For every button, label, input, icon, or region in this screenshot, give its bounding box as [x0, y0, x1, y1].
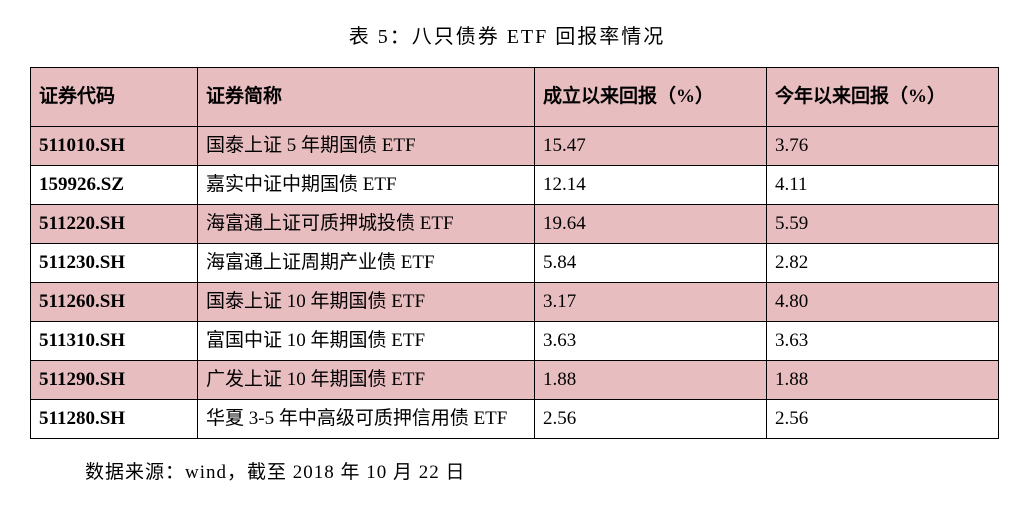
cell-since-inception: 5.84 — [535, 244, 767, 283]
cell-since-inception: 12.14 — [535, 166, 767, 205]
table-row: 511280.SH华夏 3-5 年中高级可质押信用债 ETF2.562.56 — [31, 400, 999, 439]
cell-name: 海富通上证可质押城投债 ETF — [198, 205, 535, 244]
cell-ytd: 2.56 — [767, 400, 999, 439]
table-row: 511010.SH国泰上证 5 年期国债 ETF15.473.76 — [31, 127, 999, 166]
table-row: 511290.SH广发上证 10 年期国债 ETF1.881.88 — [31, 361, 999, 400]
cell-name: 海富通上证周期产业债 ETF — [198, 244, 535, 283]
cell-name: 国泰上证 10 年期国债 ETF — [198, 283, 535, 322]
cell-name: 嘉实中证中期国债 ETF — [198, 166, 535, 205]
table-row: 511260.SH国泰上证 10 年期国债 ETF3.174.80 — [31, 283, 999, 322]
cell-ytd: 1.88 — [767, 361, 999, 400]
cell-since-inception: 3.63 — [535, 322, 767, 361]
table-row: 159926.SZ嘉实中证中期国债 ETF12.144.11 — [31, 166, 999, 205]
table-caption: 表 5：八只债券 ETF 回报率情况 — [30, 20, 984, 49]
cell-ytd: 4.80 — [767, 283, 999, 322]
cell-name: 广发上证 10 年期国债 ETF — [198, 361, 535, 400]
col-header-code: 证券代码 — [31, 68, 198, 127]
cell-name: 国泰上证 5 年期国债 ETF — [198, 127, 535, 166]
cell-name: 富国中证 10 年期国债 ETF — [198, 322, 535, 361]
cell-code: 511220.SH — [31, 205, 198, 244]
col-header-ytd: 今年以来回报（%） — [767, 68, 999, 127]
cell-ytd: 3.76 — [767, 127, 999, 166]
cell-code: 511010.SH — [31, 127, 198, 166]
cell-since-inception: 3.17 — [535, 283, 767, 322]
cell-code: 511290.SH — [31, 361, 198, 400]
table-row: 511230.SH海富通上证周期产业债 ETF5.842.82 — [31, 244, 999, 283]
cell-name: 华夏 3-5 年中高级可质押信用债 ETF — [198, 400, 535, 439]
etf-return-table: 证券代码 证券简称 成立以来回报（%） 今年以来回报（%） 511010.SH国… — [30, 67, 999, 439]
table-row: 511310.SH富国中证 10 年期国债 ETF3.633.63 — [31, 322, 999, 361]
cell-since-inception: 2.56 — [535, 400, 767, 439]
table-header-row: 证券代码 证券简称 成立以来回报（%） 今年以来回报（%） — [31, 68, 999, 127]
cell-since-inception: 1.88 — [535, 361, 767, 400]
cell-code: 511260.SH — [31, 283, 198, 322]
cell-code: 511280.SH — [31, 400, 198, 439]
cell-ytd: 2.82 — [767, 244, 999, 283]
cell-since-inception: 15.47 — [535, 127, 767, 166]
col-header-name: 证券简称 — [198, 68, 535, 127]
cell-ytd: 3.63 — [767, 322, 999, 361]
table-row: 511220.SH海富通上证可质押城投债 ETF19.645.59 — [31, 205, 999, 244]
cell-ytd: 5.59 — [767, 205, 999, 244]
cell-code: 511230.SH — [31, 244, 198, 283]
col-header-since-inception: 成立以来回报（%） — [535, 68, 767, 127]
cell-code: 159926.SZ — [31, 166, 198, 205]
cell-ytd: 4.11 — [767, 166, 999, 205]
cell-since-inception: 19.64 — [535, 205, 767, 244]
cell-code: 511310.SH — [31, 322, 198, 361]
data-source-note: 数据来源：wind，截至 2018 年 10 月 22 日 — [30, 457, 984, 484]
